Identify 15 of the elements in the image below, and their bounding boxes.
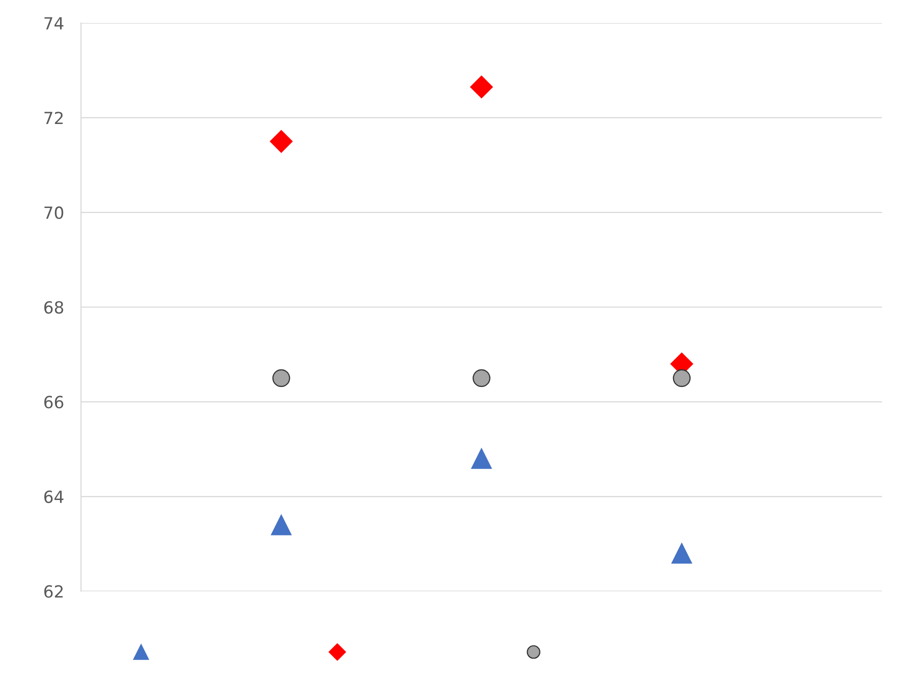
point: [472, 369, 490, 388]
y-tick-label: 66: [44, 396, 64, 408]
point: [272, 369, 290, 388]
y-tick-label: 70: [44, 206, 64, 219]
point: [270, 514, 292, 536]
y-tick-label: 64: [44, 490, 64, 504]
point: [270, 130, 293, 153]
point: [471, 448, 492, 469]
point: [470, 76, 493, 98]
point: [672, 369, 691, 388]
y-tick-label: 62: [44, 585, 63, 598]
y-tick-label: 68: [44, 301, 64, 314]
y-tick-label: 74: [44, 17, 64, 30]
y-tick-label: 72: [44, 112, 63, 124]
point: [671, 543, 692, 564]
